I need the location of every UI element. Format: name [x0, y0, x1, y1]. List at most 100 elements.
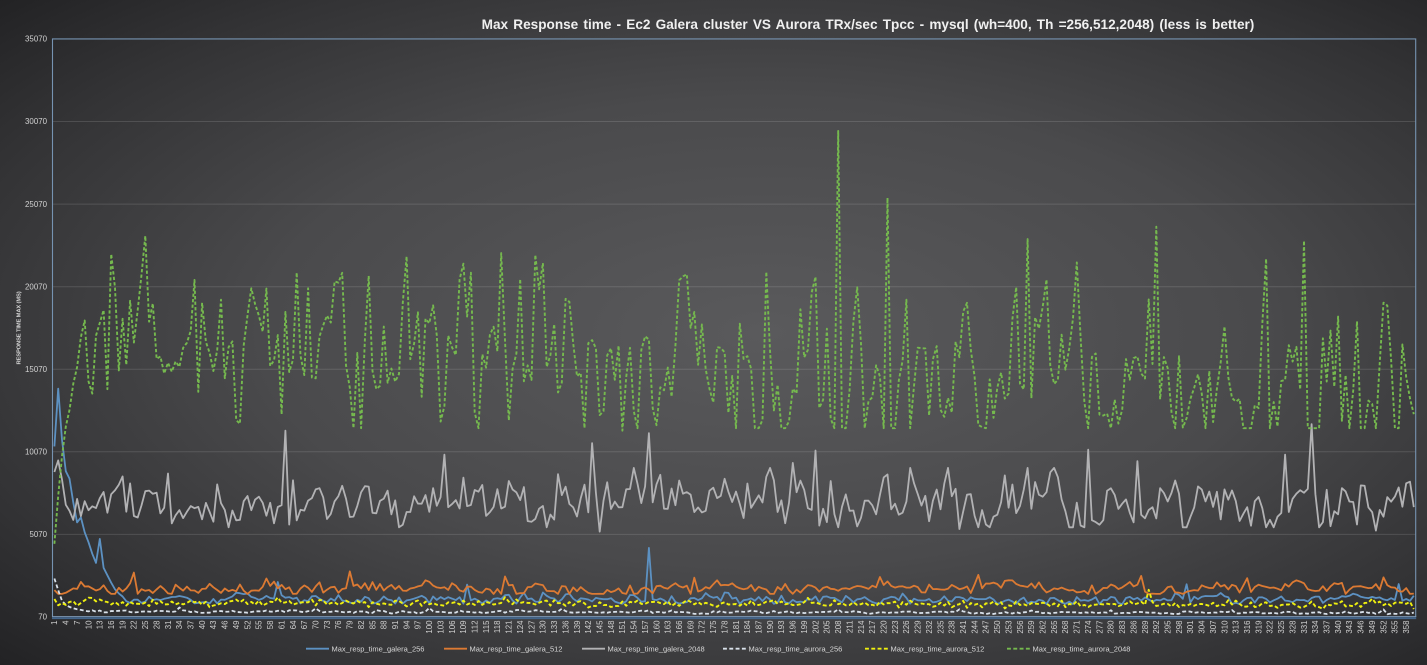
- svg-text:352: 352: [1379, 621, 1388, 634]
- svg-text:304: 304: [1198, 620, 1207, 634]
- svg-text:28: 28: [152, 620, 161, 629]
- svg-text:271: 271: [1073, 621, 1082, 634]
- svg-text:25: 25: [141, 620, 150, 629]
- svg-text:298: 298: [1175, 620, 1184, 634]
- svg-text:43: 43: [209, 620, 218, 629]
- svg-text:40: 40: [198, 620, 207, 629]
- svg-text:337: 337: [1323, 621, 1332, 634]
- svg-text:5070: 5070: [29, 530, 47, 539]
- svg-text:58: 58: [266, 620, 275, 629]
- svg-text:Max_resp_time_galera_2048: Max_resp_time_galera_2048: [608, 644, 705, 653]
- svg-text:217: 217: [868, 621, 877, 634]
- svg-text:148: 148: [607, 620, 616, 634]
- svg-text:10: 10: [84, 620, 93, 629]
- svg-text:193: 193: [777, 620, 786, 634]
- svg-text:175: 175: [709, 620, 718, 634]
- svg-text:79: 79: [346, 620, 355, 629]
- svg-text:259: 259: [1027, 620, 1036, 634]
- svg-text:112: 112: [471, 621, 480, 634]
- svg-text:Max_resp_time_galera_512: Max_resp_time_galera_512: [470, 644, 563, 653]
- svg-text:16: 16: [107, 620, 116, 629]
- svg-text:142: 142: [584, 621, 593, 634]
- svg-text:139: 139: [573, 620, 582, 634]
- svg-text:235: 235: [936, 620, 945, 634]
- svg-text:268: 268: [1061, 620, 1070, 634]
- svg-text:280: 280: [1107, 620, 1116, 634]
- svg-text:RESPONSE TIME MAX (MS): RESPONSE TIME MAX (MS): [17, 291, 23, 364]
- svg-text:178: 178: [720, 620, 729, 634]
- svg-text:31: 31: [164, 621, 173, 630]
- svg-text:82: 82: [357, 621, 366, 630]
- svg-text:94: 94: [402, 620, 411, 629]
- svg-text:4: 4: [62, 620, 71, 625]
- svg-text:190: 190: [766, 620, 775, 634]
- svg-text:35070: 35070: [25, 35, 48, 44]
- svg-text:253: 253: [1004, 620, 1013, 634]
- svg-text:61: 61: [277, 621, 286, 630]
- svg-text:172: 172: [698, 621, 707, 634]
- svg-text:46: 46: [221, 620, 230, 629]
- svg-text:184: 184: [743, 620, 752, 634]
- svg-text:1: 1: [50, 621, 59, 625]
- svg-text:199: 199: [800, 620, 809, 634]
- svg-text:7: 7: [73, 621, 82, 625]
- svg-text:277: 277: [1095, 621, 1104, 634]
- svg-text:136: 136: [561, 620, 570, 634]
- svg-text:70: 70: [38, 613, 47, 622]
- svg-text:91: 91: [391, 621, 400, 630]
- svg-text:358: 358: [1402, 620, 1411, 634]
- svg-text:307: 307: [1209, 621, 1218, 634]
- svg-text:97: 97: [414, 621, 423, 630]
- svg-text:157: 157: [641, 621, 650, 634]
- svg-text:Max_resp_time_aurora_2048: Max_resp_time_aurora_2048: [1033, 644, 1131, 653]
- svg-text:30070: 30070: [25, 117, 48, 126]
- svg-text:130: 130: [539, 620, 548, 634]
- svg-text:325: 325: [1277, 620, 1286, 634]
- svg-text:22: 22: [130, 621, 139, 630]
- svg-text:241: 241: [959, 621, 968, 634]
- svg-text:283: 283: [1118, 620, 1127, 634]
- svg-text:328: 328: [1288, 620, 1297, 634]
- svg-text:133: 133: [550, 620, 559, 634]
- svg-text:208: 208: [834, 620, 843, 634]
- svg-text:346: 346: [1357, 620, 1366, 634]
- svg-text:244: 244: [970, 620, 979, 634]
- svg-text:322: 322: [1266, 621, 1275, 634]
- svg-text:223: 223: [891, 620, 900, 634]
- svg-text:187: 187: [755, 621, 764, 634]
- svg-text:205: 205: [823, 620, 832, 634]
- svg-text:19: 19: [118, 620, 127, 629]
- svg-text:238: 238: [948, 620, 957, 634]
- svg-text:106: 106: [448, 620, 457, 634]
- svg-text:34: 34: [175, 620, 184, 629]
- svg-text:10070: 10070: [25, 448, 48, 457]
- svg-text:Max_resp_time_aurora_512: Max_resp_time_aurora_512: [891, 644, 985, 653]
- svg-text:121: 121: [505, 621, 514, 634]
- svg-text:118: 118: [493, 620, 502, 633]
- svg-text:64: 64: [289, 620, 298, 629]
- svg-text:151: 151: [618, 621, 627, 634]
- svg-text:316: 316: [1243, 620, 1252, 634]
- svg-text:229: 229: [914, 620, 923, 634]
- svg-text:145: 145: [596, 620, 605, 634]
- svg-text:343: 343: [1345, 620, 1354, 634]
- svg-text:250: 250: [993, 620, 1002, 634]
- svg-text:301: 301: [1186, 621, 1195, 634]
- svg-text:256: 256: [1016, 620, 1025, 634]
- svg-text:313: 313: [1232, 620, 1241, 634]
- svg-text:13: 13: [96, 620, 105, 629]
- svg-text:220: 220: [880, 620, 889, 634]
- svg-text:310: 310: [1220, 620, 1229, 634]
- svg-text:115: 115: [482, 620, 491, 633]
- svg-text:355: 355: [1391, 620, 1400, 634]
- svg-text:100: 100: [425, 620, 434, 634]
- svg-text:232: 232: [925, 621, 934, 634]
- svg-text:20070: 20070: [25, 282, 48, 291]
- svg-text:286: 286: [1129, 620, 1138, 634]
- svg-text:265: 265: [1050, 620, 1059, 634]
- svg-text:247: 247: [982, 621, 991, 634]
- svg-text:124: 124: [516, 620, 525, 634]
- svg-text:295: 295: [1164, 620, 1173, 634]
- svg-text:181: 181: [732, 621, 741, 634]
- svg-text:349: 349: [1368, 620, 1377, 634]
